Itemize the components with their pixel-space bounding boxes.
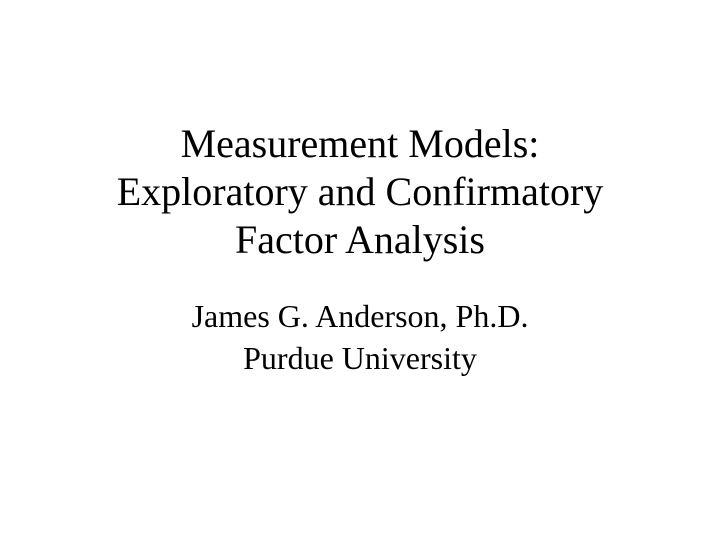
subtitle-line-1: James G. Anderson, Ph.D. — [192, 296, 529, 338]
slide-subtitle: James G. Anderson, Ph.D. Purdue Universi… — [192, 296, 529, 379]
subtitle-line-2: Purdue University — [192, 338, 529, 380]
title-line-1: Measurement Models: — [117, 120, 604, 168]
slide-title: Measurement Models: Exploratory and Conf… — [117, 120, 604, 264]
title-line-3: Factor Analysis — [117, 216, 604, 264]
title-line-2: Exploratory and Confirmatory — [117, 168, 604, 216]
